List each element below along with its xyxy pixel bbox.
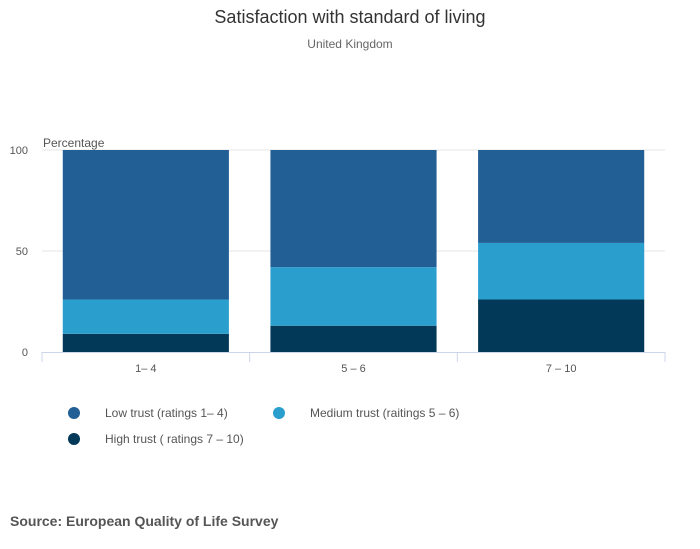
y-tick-label-50: 50 [16,246,28,258]
legend-swatch-medium-trust [273,407,285,419]
legend-label-low-trust: Low trust (ratings 1– 4) [105,406,228,420]
legend-swatch-low-trust [68,407,80,419]
bar-3-series-3 [478,150,645,243]
bar-1-series-3 [62,150,229,300]
x-tick-label-2: 5 – 6 [341,363,365,375]
y-tick-label-100: 100 [10,145,28,157]
bar-2-series-2 [270,267,437,326]
x-tick-label-3: 7 – 10 [546,363,577,375]
chart-title: Satisfaction with standard of living [214,7,486,27]
legend-label-medium-trust: Medium trust (raitings 5 – 6) [310,406,460,420]
stacked-bar-chart: 0 50 100 1– 4 5 – 6 7 – 10 [10,145,666,375]
y-tick-label-0: 0 [22,347,28,359]
bar-2-series-1 [270,325,437,352]
legend-item-high-trust[interactable]: High trust ( ratings 7 – 10) [68,432,244,446]
bar-1-series-1 [62,333,229,352]
source-note: Source: European Quality of Life Survey [10,513,279,529]
legend-item-low-trust[interactable]: Low trust (ratings 1– 4) [68,406,228,420]
legend-label-high-trust: High trust ( ratings 7 – 10) [105,432,244,446]
legend-item-medium-trust[interactable]: Medium trust (raitings 5 – 6) [273,406,459,420]
legend-swatch-high-trust [68,433,80,445]
bar-3-series-1 [478,299,645,352]
bar-3-series-2 [478,242,645,300]
chart-subtitle: United Kingdom [307,37,393,51]
x-tick-label-1: 1– 4 [135,363,156,375]
y-axis-label: Percentage [43,136,105,150]
bar-1-series-2 [62,299,229,334]
bar-2-series-3 [270,150,437,268]
